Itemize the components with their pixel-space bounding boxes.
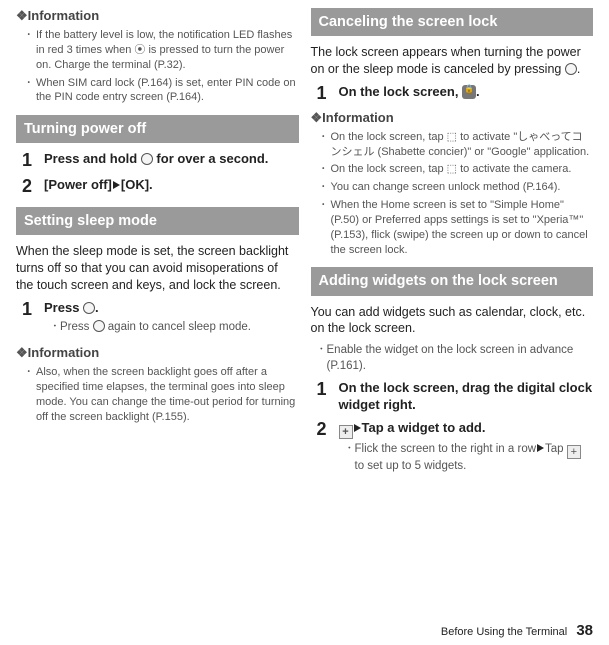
page-number: 38: [576, 622, 593, 639]
list-item: When SIM card lock (P.164) is set, enter…: [26, 76, 299, 106]
step: 1 On the lock screen, drag the digital c…: [317, 380, 594, 414]
list-item: On the lock screen, tap ⬚ to activate "し…: [321, 130, 594, 160]
info-heading: ❖Information: [16, 345, 299, 361]
body-paragraph: The lock screen appears when turning the…: [311, 44, 594, 78]
info-heading-text: Information: [28, 8, 100, 23]
step-text: Press and hold for over a second.: [44, 151, 299, 168]
body-paragraph: You can add widgets such as calendar, cl…: [311, 304, 594, 338]
step-text: [Power off][OK].: [44, 177, 299, 194]
step-text: On the lock screen, .: [339, 84, 594, 101]
step-text: Press .: [44, 300, 299, 317]
step-text: On the lock screen, drag the digital clo…: [339, 380, 594, 414]
footer-label: Before Using the Terminal: [441, 626, 567, 638]
info-list: On the lock screen, tap ⬚ to activate "し…: [321, 130, 594, 258]
info-heading: ❖Information: [311, 110, 594, 126]
info-list: Also, when the screen backlight goes off…: [26, 365, 299, 424]
arrow-icon: [537, 444, 544, 452]
arrow-icon: [354, 424, 361, 432]
list-item: When the Home screen is set to "Simple H…: [321, 198, 594, 257]
right-column: Canceling the screen lock The lock scree…: [311, 8, 594, 481]
plus-icon: +: [567, 445, 581, 459]
section-header: Setting sleep mode: [16, 207, 299, 235]
step-subtext: Flick the screen to the right in a rowTa…: [347, 442, 594, 475]
power-button-icon: [565, 63, 577, 75]
step: 1 Press . Press again to cancel sleep mo…: [22, 300, 299, 335]
info-heading: ❖Information: [16, 8, 299, 24]
arrow-icon: [113, 181, 120, 189]
lock-icon: [462, 85, 476, 99]
body-note: Enable the widget on the lock screen in …: [319, 343, 594, 374]
power-button-icon: [83, 302, 95, 314]
body-paragraph: When the sleep mode is set, the screen b…: [16, 243, 299, 294]
info-heading-text: Information: [322, 110, 394, 125]
step-number: 1: [317, 380, 339, 400]
list-item: If the battery level is low, the notific…: [26, 28, 299, 73]
list-item: Also, when the screen backlight goes off…: [26, 365, 299, 424]
step-number: 1: [22, 151, 44, 171]
step: 1 Press and hold for over a second.: [22, 151, 299, 171]
section-header: Turning power off: [16, 115, 299, 143]
list-item: On the lock screen, tap ⬚ to activate th…: [321, 162, 594, 177]
section-header: Adding widgets on the lock screen: [311, 267, 594, 295]
step-number: 2: [22, 177, 44, 197]
info-heading-text: Information: [28, 345, 100, 360]
left-column: ❖Information If the battery level is low…: [16, 8, 299, 481]
step-number: 2: [317, 420, 339, 440]
step-number: 1: [22, 300, 44, 320]
step-subtext: Press again to cancel sleep mode.: [52, 320, 299, 336]
power-button-icon: [141, 153, 153, 165]
plus-icon: +: [339, 425, 353, 439]
step: 2 [Power off][OK].: [22, 177, 299, 197]
list-item: You can change screen unlock method (P.1…: [321, 180, 594, 195]
step: 1 On the lock screen, .: [317, 84, 594, 104]
step-number: 1: [317, 84, 339, 104]
step: 2 +Tap a widget to add. Flick the screen…: [317, 420, 594, 475]
page-footer: Before Using the Terminal 38: [441, 622, 593, 639]
info-list: If the battery level is low, the notific…: [26, 28, 299, 105]
power-button-icon: [93, 320, 105, 332]
section-header: Canceling the screen lock: [311, 8, 594, 36]
step-text: +Tap a widget to add.: [339, 420, 594, 439]
